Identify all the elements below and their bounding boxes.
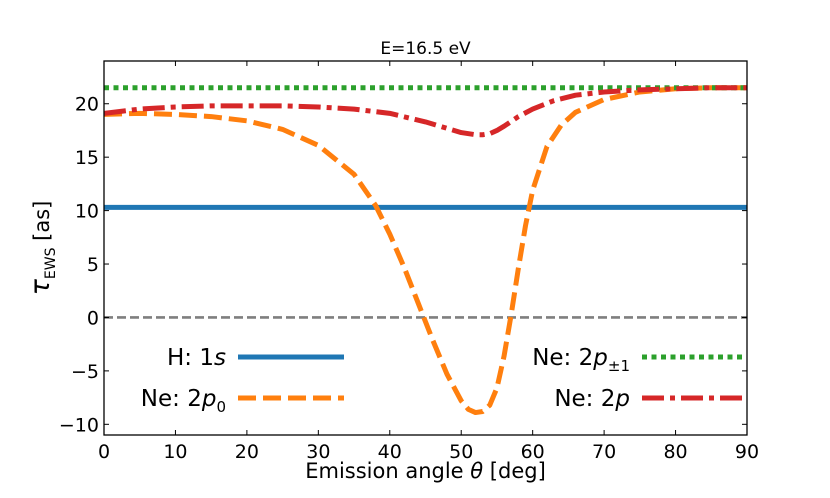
x-tick-label: 40 xyxy=(378,441,402,463)
series-line-2 xyxy=(104,85,747,416)
y-tick-label: 10 xyxy=(75,201,99,223)
legend-label-1: H: 1s xyxy=(167,345,226,371)
y-axis-label-unit: [as] xyxy=(30,201,54,248)
x-tick-label: 80 xyxy=(663,441,687,463)
legend-label-italic: s xyxy=(214,345,226,371)
y-axis-label-symbol: τ xyxy=(25,278,56,295)
y-tick-label: −5 xyxy=(71,361,99,383)
legend-label-prefix: Ne: 2 xyxy=(554,386,615,412)
x-tick-label: 70 xyxy=(592,441,616,463)
y-tick-label: 0 xyxy=(87,307,99,329)
x-tick-label: 20 xyxy=(235,441,259,463)
legend-label-prefix: Ne: 2 xyxy=(141,386,202,412)
series-line-4 xyxy=(104,85,747,138)
y-axis-label: τEWS [as] xyxy=(25,201,59,296)
series-layer xyxy=(104,85,747,416)
y-tick-label: 5 xyxy=(87,254,99,276)
y-tick-label: −10 xyxy=(59,414,99,436)
legend-label-4: Ne: 2p xyxy=(554,386,630,412)
legend-label-sub: ±1 xyxy=(608,357,630,375)
plot-frame xyxy=(103,60,748,436)
x-tick-label: 30 xyxy=(306,441,330,463)
x-axis-label: Emission angle θ [deg] xyxy=(305,459,546,483)
x-tick-label: 60 xyxy=(521,441,545,463)
x-tick-label: 90 xyxy=(735,441,759,463)
legend-label-italic: p xyxy=(614,386,630,412)
chart-title: E=16.5 eV xyxy=(380,39,471,59)
legend-label-2: Ne: 2p0 xyxy=(141,386,226,416)
legend-label-italic: p xyxy=(201,386,217,412)
x-axis-label-main: Emission angle xyxy=(305,459,470,483)
ticks-layer: 0 10 20 30 40 50 60 70 80 90 −10 −5 0 5 10 15 20 xyxy=(59,61,759,463)
x-tick-label: 10 xyxy=(163,441,187,463)
x-tick-label: 0 xyxy=(98,441,110,463)
legend-label-3: Ne: 2p±1 xyxy=(532,345,630,375)
x-tick-label: 50 xyxy=(449,441,473,463)
legend-label-prefix: H: 1 xyxy=(167,345,214,371)
legend-label-prefix: Ne: 2 xyxy=(532,345,593,371)
y-tick-label: 20 xyxy=(75,94,99,116)
x-axis-label-unit: [deg] xyxy=(483,459,546,483)
x-axis-label-symbol: θ xyxy=(470,459,483,483)
legend-label-sub: 0 xyxy=(216,398,226,416)
y-axis-label-sub: EWS xyxy=(43,247,59,279)
legend-label-italic: p xyxy=(592,345,608,371)
y-tick-label: 15 xyxy=(75,147,99,169)
